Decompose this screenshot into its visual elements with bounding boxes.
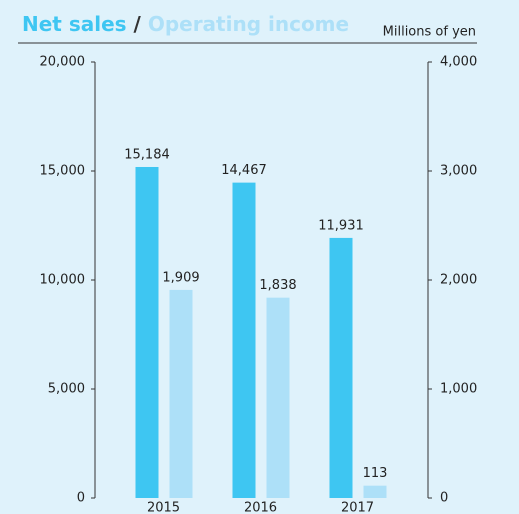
- value-label: 11,931: [318, 218, 364, 233]
- value-label: 1,838: [259, 278, 296, 293]
- y-tick-label: 15,000: [40, 164, 86, 179]
- y2-tick-label: 3,000: [440, 164, 477, 179]
- y-tick-label: 0: [77, 491, 85, 506]
- title-operating-income: Operating income: [148, 12, 349, 36]
- x-tick-label: 2015: [147, 501, 180, 514]
- bar: [169, 289, 193, 498]
- bar: [135, 166, 159, 498]
- value-label: 113: [363, 466, 388, 481]
- x-tick-label: 2017: [341, 501, 374, 514]
- subtitle: Millions of yen: [383, 25, 476, 40]
- chart-title: Net sales / Operating income: [22, 12, 349, 36]
- y-tick-label: 20,000: [40, 55, 86, 70]
- value-label: 1,909: [162, 270, 199, 285]
- value-label: 15,184: [124, 147, 170, 162]
- value-label: 14,467: [221, 163, 267, 178]
- y-tick-label: 10,000: [40, 273, 86, 288]
- bar: [266, 297, 290, 498]
- bar: [329, 237, 353, 498]
- y-tick-label: 5,000: [48, 382, 85, 397]
- bar: [232, 182, 256, 499]
- y2-tick-label: 4,000: [440, 55, 477, 70]
- x-tick-label: 2016: [244, 501, 277, 514]
- y2-tick-label: 2,000: [440, 273, 477, 288]
- y2-tick-label: 1,000: [440, 382, 477, 397]
- bar: [363, 485, 387, 498]
- title-net-sales: Net sales: [22, 12, 127, 36]
- y2-tick-label: 0: [440, 491, 448, 506]
- title-separator: /: [134, 12, 142, 36]
